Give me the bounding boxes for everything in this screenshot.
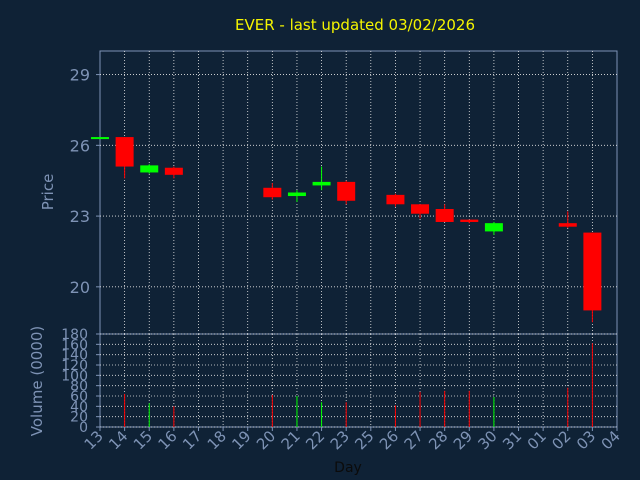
day-tick-label: 31 bbox=[499, 427, 525, 453]
candle-body bbox=[91, 137, 109, 140]
day-tick-label: 16 bbox=[154, 427, 180, 453]
price-plot-frame bbox=[99, 50, 618, 335]
day-tick-label: 14 bbox=[105, 427, 131, 453]
volume-y-tick-label: 160 bbox=[61, 337, 88, 353]
candle-body bbox=[140, 165, 159, 173]
candle-body bbox=[164, 167, 183, 175]
day-tick-label: 30 bbox=[475, 427, 501, 453]
candle-body bbox=[583, 232, 602, 311]
day-tick-label: 19 bbox=[228, 427, 254, 453]
volume-axis-label: Volume (0000) bbox=[28, 326, 46, 436]
candle-body bbox=[287, 192, 306, 197]
day-tick-label: 20 bbox=[253, 427, 279, 453]
volume-y-tick-label: 80 bbox=[70, 379, 88, 395]
price-panel: 20 23 26 29 bbox=[70, 50, 618, 335]
day-axis-label: Day bbox=[334, 460, 362, 476]
volume-y-tick-label: 140 bbox=[61, 348, 88, 364]
day-tick-label: 02 bbox=[548, 427, 574, 453]
day-tick-label: 22 bbox=[302, 427, 328, 453]
volume-y-tick-label: 100 bbox=[61, 368, 88, 384]
day-tick-label: 17 bbox=[179, 427, 205, 453]
volume-plot-frame bbox=[99, 333, 618, 428]
day-tick-label: 29 bbox=[450, 427, 476, 453]
day-tick-label: 21 bbox=[278, 427, 304, 453]
volume-y-tick-label: 120 bbox=[61, 358, 88, 374]
candle-body bbox=[558, 223, 577, 227]
chart-title: EVER - last updated 03/02/2026 bbox=[235, 16, 475, 34]
candle-body bbox=[312, 181, 331, 186]
day-tick-label: 01 bbox=[524, 427, 550, 453]
candle-body bbox=[337, 181, 356, 201]
volume-y-tick-label: 40 bbox=[70, 399, 88, 415]
candle-body bbox=[411, 204, 430, 214]
candle-body bbox=[435, 209, 454, 222]
price-axis-label: Price bbox=[39, 174, 57, 211]
volume-y-tick-label: 180 bbox=[61, 327, 88, 343]
price-y-tick-label: 26 bbox=[70, 136, 90, 155]
day-tick-label: 27 bbox=[401, 427, 427, 453]
day-tick-label: 25 bbox=[351, 427, 377, 453]
price-y-tick-label: 20 bbox=[70, 278, 90, 297]
day-tick-label: 26 bbox=[376, 427, 402, 453]
candle-body bbox=[386, 194, 405, 205]
day-tick-label: 03 bbox=[573, 427, 599, 453]
day-axis: 1314151617181920212223252627282930310102… bbox=[81, 427, 624, 453]
candle-body bbox=[263, 187, 282, 198]
volume-y-tick-label: 20 bbox=[70, 410, 88, 426]
volume-y-tick-label: 0 bbox=[79, 420, 88, 436]
day-tick-label: 23 bbox=[327, 427, 353, 453]
day-tick-label: 28 bbox=[425, 427, 451, 453]
day-tick-label: 04 bbox=[598, 427, 624, 453]
candle-body bbox=[115, 137, 134, 167]
price-y-tick-label: 23 bbox=[70, 207, 90, 226]
price-y-tick-label: 29 bbox=[70, 66, 90, 85]
day-tick-label: 15 bbox=[130, 427, 156, 453]
volume-y-tick-label: 60 bbox=[70, 389, 88, 405]
day-tick-label: 18 bbox=[204, 427, 230, 453]
candle-body bbox=[484, 223, 503, 232]
candle-body bbox=[460, 219, 479, 222]
